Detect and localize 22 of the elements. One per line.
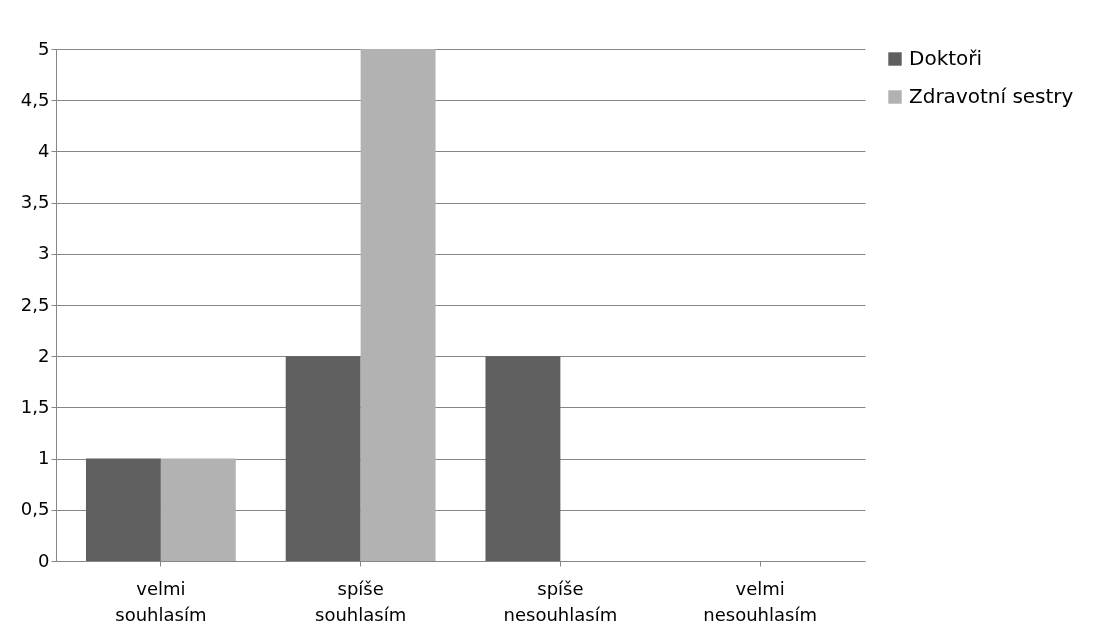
y-tick-label: 4 (38, 139, 50, 161)
bar (160, 458, 236, 561)
y-tick-label: 2,5 (20, 293, 50, 315)
bar (85, 458, 161, 561)
bar (485, 356, 561, 561)
y-tick-label: 4,5 (20, 88, 50, 110)
y-tick-label: 0 (38, 549, 50, 571)
legend-label: Zdravotní sestry (909, 84, 1074, 108)
y-tick-label: 5 (38, 37, 50, 59)
y-tick-label: 1,5 (20, 395, 50, 417)
y-tick-label: 3,5 (20, 191, 50, 213)
bar (285, 356, 361, 561)
legend-label: Doktoři (909, 46, 983, 70)
x-tick-label: spíše nesouhlasím (503, 577, 618, 625)
y-tick-label: 2 (38, 344, 50, 366)
y-tick-label: 3 (38, 242, 50, 264)
y-tick-label: 0,5 (20, 498, 50, 520)
y-tick-label: 1 (38, 447, 50, 469)
bar (360, 49, 436, 561)
x-tick-label: spíše souhlasím (315, 577, 407, 625)
x-tick-label: velmi nesouhlasím (703, 577, 817, 625)
x-tick-label: velmi souhlasím (115, 577, 207, 625)
